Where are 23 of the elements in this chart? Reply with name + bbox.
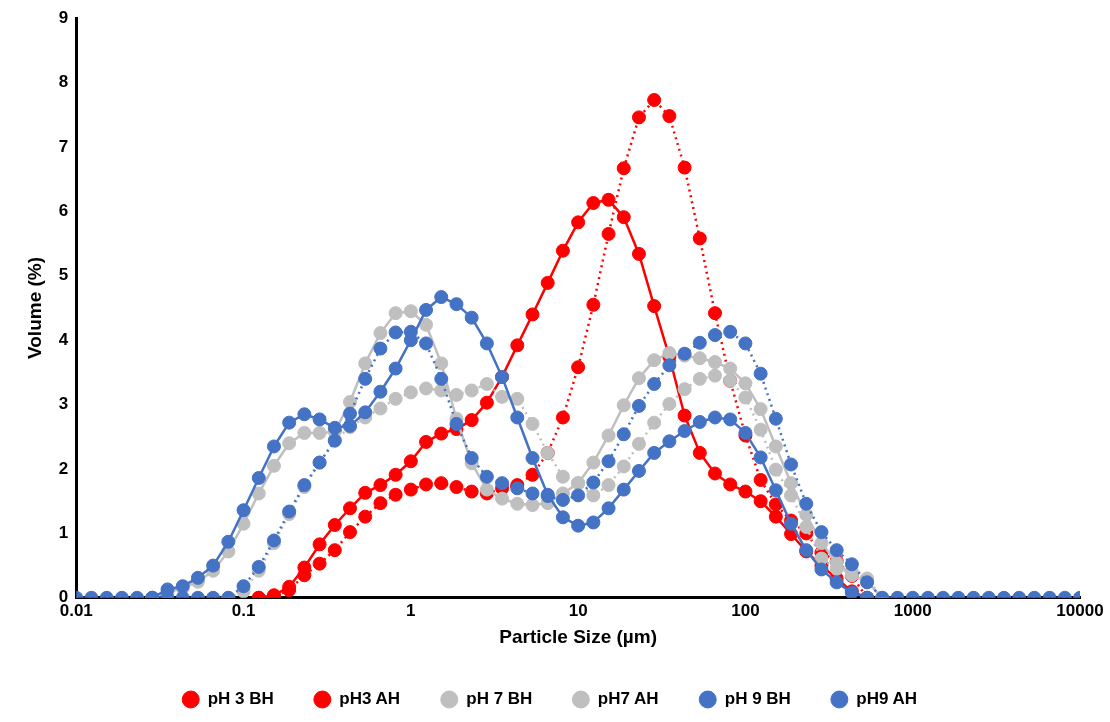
y-tick-label: 3 bbox=[58, 394, 69, 414]
x-tick-label: 10 bbox=[568, 600, 588, 620]
x-tick-label: 100 bbox=[731, 600, 760, 620]
y-tick-label: 7 bbox=[58, 136, 69, 156]
legend-label: pH7 AH bbox=[597, 689, 659, 709]
y-tick-label: 5 bbox=[58, 265, 69, 285]
legend-label: pH 3 BH bbox=[207, 689, 274, 709]
legend-label: pH 7 BH bbox=[466, 689, 533, 709]
legend-label: pH9 AH bbox=[856, 689, 918, 709]
y-tick-label: 4 bbox=[58, 329, 69, 349]
x-tick-label: 10000 bbox=[1056, 600, 1104, 620]
x-tick-label: 1000 bbox=[893, 600, 932, 620]
legend-label: pH3 AH bbox=[339, 689, 401, 709]
y-tick-label: 8 bbox=[58, 72, 69, 92]
x-tick-label: 0.1 bbox=[231, 600, 256, 620]
y-tick-label: 1 bbox=[58, 523, 69, 543]
x-tick-label: 1 bbox=[406, 600, 416, 620]
y-tick-label: 9 bbox=[58, 7, 69, 27]
x-axis-title: Particle Size (µm) bbox=[499, 625, 657, 647]
y-axis-title: Volume (%) bbox=[23, 256, 45, 360]
y-tick-label: 2 bbox=[58, 458, 69, 478]
y-tick-label: 6 bbox=[58, 201, 69, 221]
legend-label: pH 9 BH bbox=[724, 689, 791, 709]
